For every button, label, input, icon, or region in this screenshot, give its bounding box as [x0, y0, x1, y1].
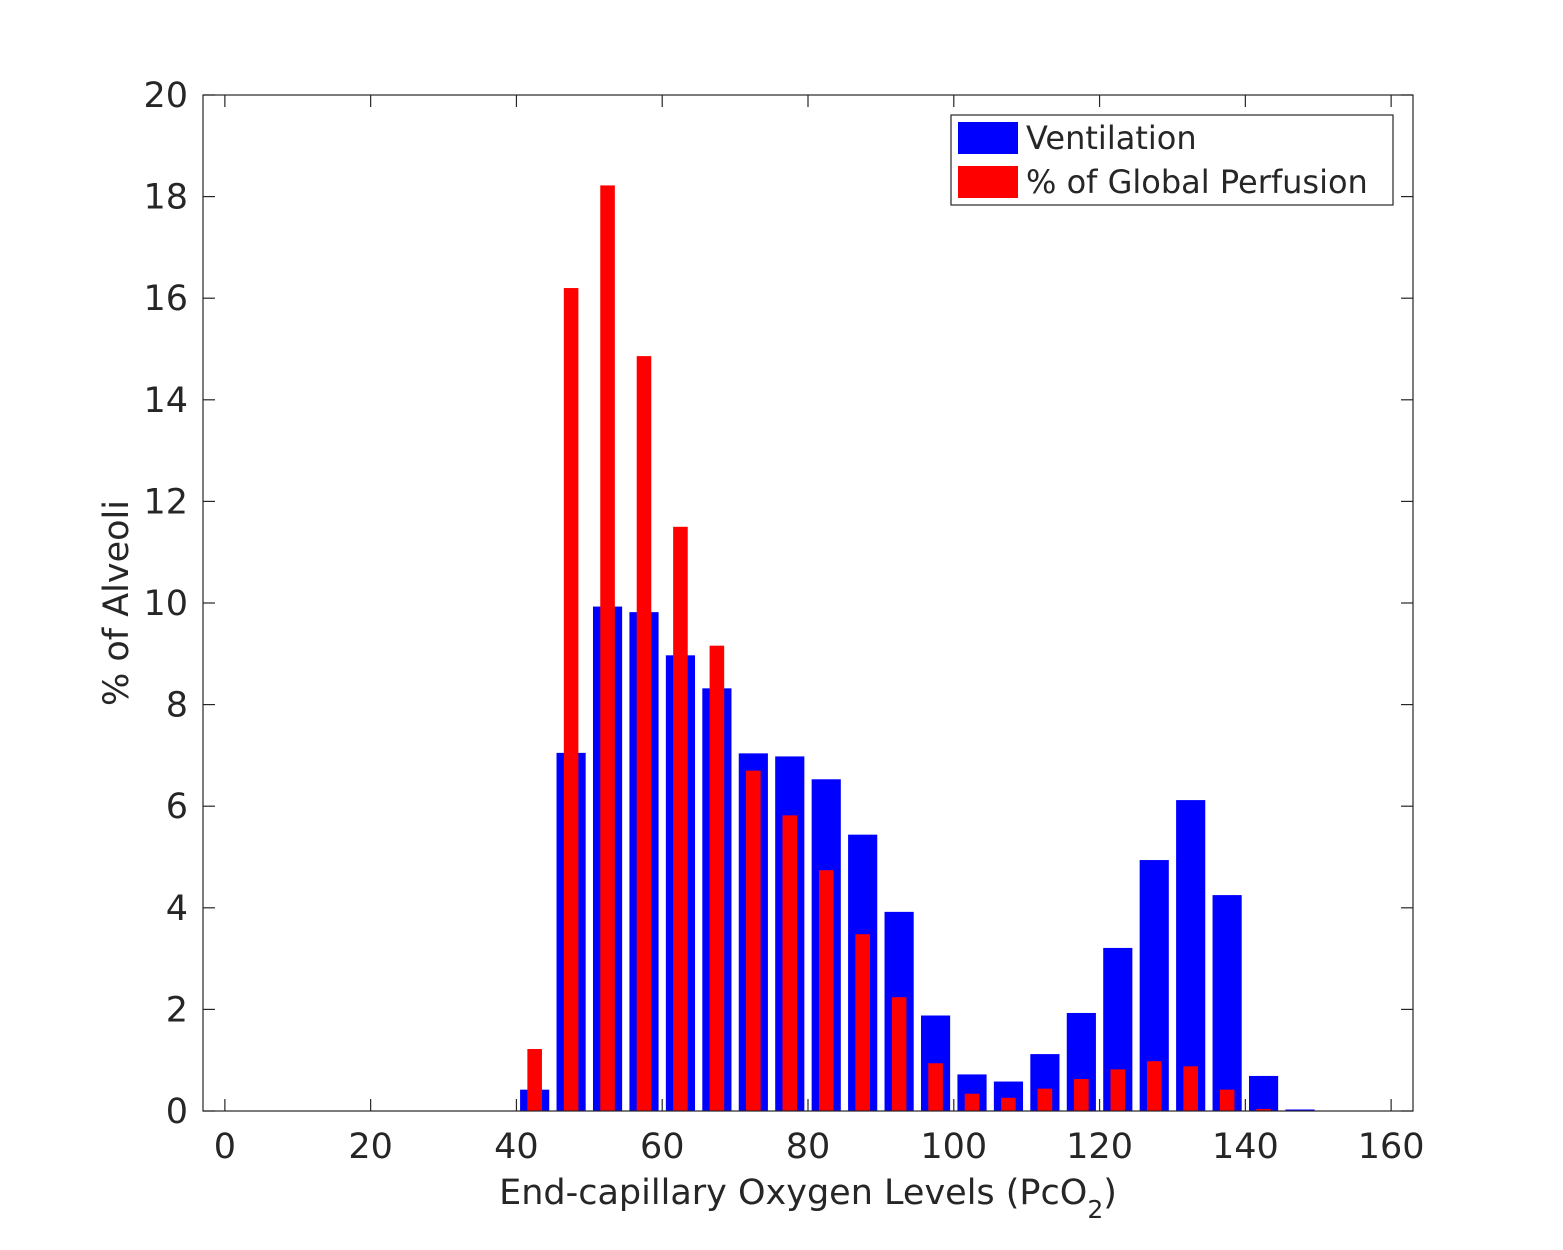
bar-series-1-28: [1256, 1108, 1271, 1111]
y-tick-label-1: 2: [166, 990, 188, 1030]
bar-series-1-23: [1074, 1079, 1089, 1111]
x-tick-label-4: 80: [786, 1127, 831, 1167]
bar-series-1-18: [891, 997, 907, 1111]
bar-series-0-28: [1248, 1075, 1279, 1111]
x-axis-title: End-capillary Oxygen Levels (PcO2): [499, 1173, 1117, 1224]
y-tick-label-10: 20: [143, 76, 188, 116]
bar-series-1-27: [1219, 1089, 1235, 1111]
bar-series-1-20: [964, 1093, 980, 1111]
y-tick-label-0: 0: [166, 1092, 188, 1132]
bar-series-1-12: [673, 526, 688, 1111]
y-axis-title: % of Alveoli: [97, 500, 137, 706]
x-axis-title-suffix: ): [1103, 1173, 1117, 1213]
bar-series-1-19: [928, 1063, 943, 1111]
x-tick-label-1: 20: [348, 1127, 393, 1167]
bar-series-1-10: [600, 185, 615, 1112]
y-tick-label-5: 10: [143, 584, 188, 624]
x-tick-label-0: 0: [214, 1127, 236, 1167]
bar-series-1-11: [636, 356, 652, 1111]
legend-label-0: Ventilation: [1026, 119, 1197, 157]
legend-swatch-1: [958, 166, 1018, 198]
x-tick-label-5: 100: [920, 1127, 987, 1167]
bar-series-1-21: [1001, 1097, 1016, 1111]
y-tick-label-4: 8: [166, 686, 188, 726]
bar-series-0-27: [1212, 895, 1242, 1111]
bars-layer: [520, 185, 1315, 1112]
y-tick-label-3: 6: [166, 787, 188, 827]
bar-series-1-14: [746, 770, 761, 1111]
bar-series-0-26: [1176, 800, 1206, 1111]
legend-label-1: % of Global Perfusion: [1026, 163, 1368, 201]
x-tick-label-2: 40: [494, 1127, 539, 1167]
legend: Ventilation % of Global Perfusion: [950, 114, 1394, 206]
y-tick-label-9: 18: [143, 178, 188, 218]
x-axis-title-main: End-capillary Oxygen Levels (PcO: [499, 1173, 1087, 1213]
y-tick-label-8: 16: [143, 279, 188, 319]
bar-series-1-9: [563, 288, 579, 1111]
bar-series-1-13: [709, 645, 725, 1111]
y-tick-label-6: 12: [143, 482, 188, 522]
y-tick-label-2: 4: [166, 889, 188, 929]
bar-series-1-15: [782, 815, 798, 1111]
legend-swatch-0: [958, 122, 1018, 154]
bar-series-1-25: [1146, 1061, 1162, 1111]
y-axis-ticks: 0 2 4 6 8 10 12 14 16 18 20: [143, 76, 1413, 1132]
x-tick-label-8: 160: [1358, 1127, 1425, 1167]
bar-series-1-22: [1037, 1088, 1053, 1111]
x-tick-label-3: 60: [640, 1127, 685, 1167]
bar-series-1-16: [818, 870, 834, 1111]
x-axis-ticks: 0 20 40 60 80 100 120 140 160: [214, 95, 1425, 1167]
x-axis-title-subscript: 2: [1087, 1195, 1103, 1224]
bar-series-1-8: [527, 1049, 542, 1111]
y-tick-label-7: 14: [143, 381, 188, 421]
legend-box: [950, 114, 1394, 206]
x-tick-label-7: 140: [1212, 1127, 1279, 1167]
bar-series-1-17: [855, 934, 870, 1111]
bar-series-0-29: [1285, 1109, 1315, 1111]
x-tick-label-6: 120: [1066, 1127, 1133, 1167]
bar-series-1-24: [1110, 1069, 1126, 1111]
bar-series-1-26: [1183, 1066, 1198, 1111]
